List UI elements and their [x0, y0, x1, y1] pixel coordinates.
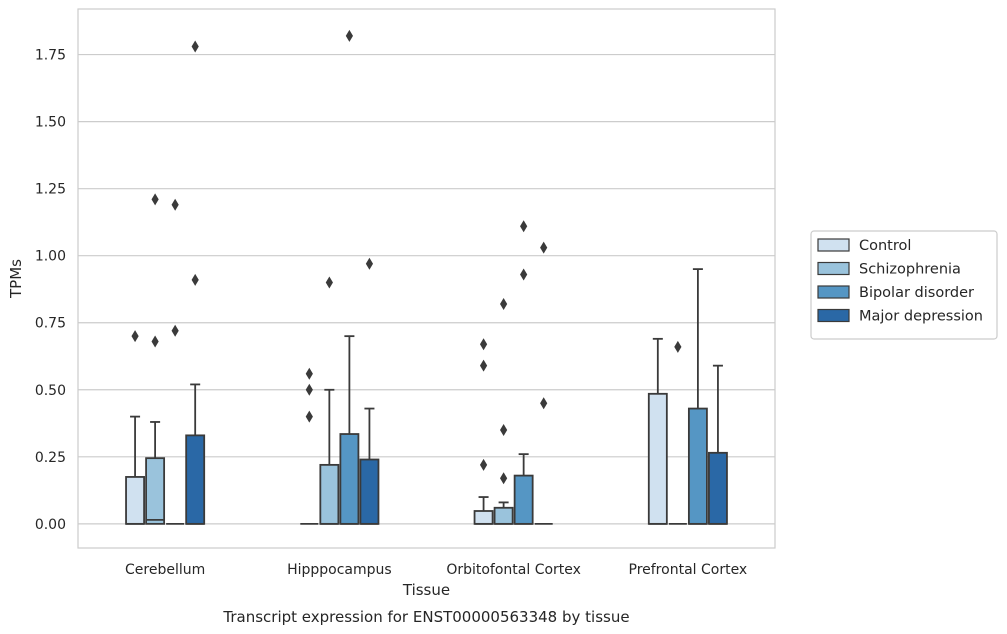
box-schizophrenia-0 — [145, 193, 166, 525]
y-tick-label: 1.00 — [35, 249, 66, 265]
outlier-point — [305, 410, 313, 423]
outlier-point — [171, 324, 179, 337]
box-bipolar-disorder-2 — [513, 220, 534, 525]
legend-swatch — [817, 308, 850, 323]
outlier-point — [500, 297, 508, 310]
outlier-point — [365, 257, 374, 270]
legend-label: Schizophrenia — [859, 262, 961, 278]
box-body — [687, 407, 708, 525]
box-body — [708, 451, 728, 525]
x-tick-label: Prefrontal Cortex — [629, 562, 748, 578]
box-schizophrenia-3 — [668, 340, 687, 525]
outlier-point — [500, 472, 508, 485]
outlier-point — [500, 424, 508, 437]
outlier-point — [191, 40, 199, 53]
y-tick-label: 1.50 — [35, 115, 66, 131]
outlier-point — [191, 273, 199, 286]
box-major-depression-0 — [185, 40, 206, 525]
x-axis-title: Tissue — [402, 581, 450, 599]
box-control-1 — [300, 367, 319, 525]
box-schizophrenia-2 — [493, 297, 514, 525]
y-tick-label: 0.50 — [35, 383, 66, 399]
outlier-point — [520, 220, 528, 233]
chart-title: Transcript expression for ENST0000056334… — [222, 608, 629, 626]
outlier-point — [151, 335, 159, 348]
legend: Control Schizophrenia Bipolar disorder Majo… — [810, 230, 998, 340]
x-tick-label: Orbitofontal Cortex — [446, 562, 581, 578]
box-body — [145, 457, 166, 525]
y-tick-label: 1.25 — [35, 182, 66, 198]
legend-label: Control — [859, 238, 911, 254]
box-major-depression-3 — [708, 364, 728, 525]
y-tick-label: 0.00 — [35, 517, 66, 533]
outlier-point — [674, 340, 682, 353]
x-tick-labels: Cerebellum Hipppocampus Orbitofontal Corte… — [125, 562, 747, 578]
outlier-point — [345, 29, 353, 42]
box-body — [493, 506, 514, 525]
outlier-point — [171, 198, 179, 211]
box-bipolar-disorder-1 — [339, 29, 360, 525]
box-schizophrenia-1 — [319, 276, 340, 525]
box-major-depression-2 — [534, 241, 553, 525]
outlier-point — [479, 338, 488, 351]
box-bipolar-disorder-3 — [687, 268, 708, 525]
y-tick-labels: 0.00 0.25 0.50 0.75 1.00 1.25 1.50 1.75 — [35, 48, 66, 533]
outlier-point — [479, 458, 488, 471]
plot-frame — [77, 8, 776, 549]
outlier-point — [325, 276, 333, 289]
x-tick-label: Cerebellum — [125, 562, 205, 578]
legend-frame — [810, 230, 998, 340]
legend-swatch — [817, 261, 850, 276]
gridlines — [78, 53, 775, 525]
box-body — [125, 476, 145, 525]
y-tick-label: 0.75 — [35, 316, 66, 332]
outlier-point — [151, 193, 159, 206]
box-control-0 — [125, 330, 145, 525]
box-control-2 — [473, 338, 494, 525]
y-tick-label: 0.25 — [35, 450, 66, 466]
legend-label: Bipolar disorder — [859, 285, 974, 301]
outlier-point — [520, 268, 528, 281]
outlier-point — [305, 383, 313, 396]
box-major-depression-1 — [359, 257, 380, 525]
y-axis-title: TPMs — [7, 259, 25, 299]
y-tick-label: 1.75 — [35, 48, 66, 64]
box-body — [473, 510, 494, 525]
box-body — [185, 434, 206, 525]
outlier-point — [305, 367, 313, 380]
box-body — [513, 474, 534, 525]
outlier-point — [131, 330, 139, 343]
boxes — [125, 29, 728, 525]
outlier-point — [540, 241, 548, 254]
legend-label: Major depression — [859, 309, 983, 325]
legend-swatch — [817, 285, 850, 299]
box-body — [319, 463, 340, 525]
box-control-3 — [647, 337, 668, 525]
x-tick-label: Hipppocampus — [287, 562, 392, 578]
legend-swatch — [817, 238, 850, 252]
box-body — [339, 433, 360, 525]
outlier-point — [479, 359, 488, 372]
box-body — [359, 458, 380, 525]
box-bipolar-disorder-0 — [166, 198, 185, 525]
outlier-point — [540, 397, 548, 410]
box-body — [647, 392, 668, 525]
